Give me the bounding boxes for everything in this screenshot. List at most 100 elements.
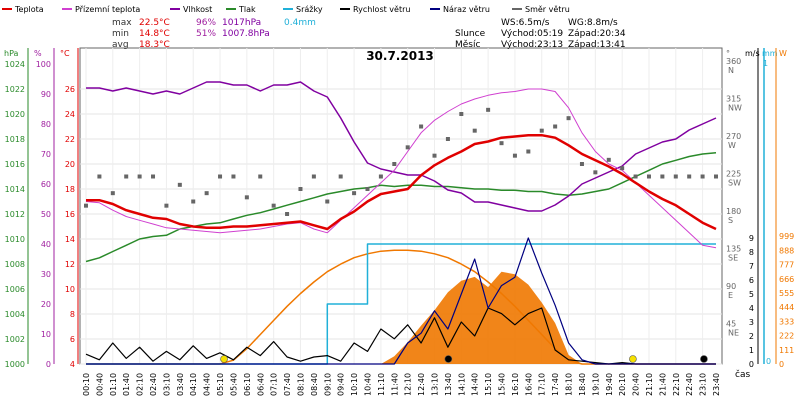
x-tick-44: 22:10: [672, 373, 681, 396]
axis-tick-pressure-0: 1000: [5, 360, 25, 369]
wind-dir-point-11: [231, 174, 236, 179]
stats-wg: WG:8.8m/s: [568, 18, 618, 28]
axis-tick-wind-dir-name-5: W: [728, 141, 736, 150]
wind-dir-point-35: [553, 124, 558, 129]
axis-tick-temperature-0: 4: [70, 360, 75, 369]
wind-dir-point-15: [285, 212, 290, 216]
axis-tick-pressure-1: 1002: [5, 335, 25, 344]
stats-max-temp: 22.5°C: [139, 18, 170, 28]
axis-tick-humidity-1: 10: [41, 330, 51, 339]
legend-label-3: Tlak: [238, 5, 256, 14]
axis-tick-wind-dir-name-6: NW: [728, 104, 742, 113]
sunset-marker: [629, 355, 637, 363]
chart-title: 30.7.2013: [366, 49, 434, 63]
axis-tick-solar-5: 555: [779, 289, 794, 298]
x-tick-29: 14:40: [471, 373, 480, 396]
x-tick-35: 17:40: [551, 373, 560, 396]
wind-dir-point-9: [204, 191, 209, 196]
x-axis-labels: 00:10 00:40 01:10 01:40 02:10 02:40 03:10 03:40…: [82, 373, 721, 396]
wind-dir-point-47: [714, 174, 718, 179]
x-tick-39: 19:40: [605, 373, 614, 396]
stats-moonset: Západ:13:41: [568, 40, 626, 50]
x-tick-11: 05:40: [229, 373, 238, 396]
stats-sun-label: Slunce: [455, 29, 486, 39]
axis-tick-wind-dir-deg-5: 270: [726, 132, 741, 141]
x-tick-37: 18:40: [578, 373, 587, 396]
solar-area-layer: [86, 271, 716, 364]
x-tick-7: 03:40: [176, 373, 185, 396]
axis-title-wind-speed: m/s: [745, 49, 760, 58]
axis-title-temperature: °C: [60, 49, 70, 58]
x-tick-33: 16:40: [524, 373, 533, 396]
stats-min-label: min: [112, 29, 129, 39]
axis-tick-wind-dir-name-3: S: [728, 216, 733, 225]
x-tick-42: 21:10: [645, 373, 654, 396]
wind-dir-point-14: [271, 203, 276, 208]
axis-tick-pressure-5: 1010: [5, 235, 25, 244]
axis-tick-wind-speed-8: 8: [749, 248, 754, 257]
axis-tick-temperature-3: 10: [65, 285, 75, 294]
wind-dir-point-38: [593, 170, 598, 175]
stats-min-press: 1007.8hPa: [222, 29, 270, 39]
legend-label-2: Vlhkost: [183, 5, 212, 14]
wind-dir-point-39: [606, 157, 611, 162]
wind-dir-point-37: [579, 162, 584, 166]
axis-tick-wind-speed-2: 2: [749, 332, 754, 341]
wind-dir-point-30: [486, 107, 491, 112]
axis-tick-humidity-0: 0: [46, 360, 51, 369]
x-tick-16: 08:10: [296, 373, 305, 396]
wind-dir-point-0: [84, 203, 88, 208]
x-tick-31: 15:40: [498, 373, 507, 396]
x-tick-21: 10:40: [363, 373, 372, 396]
axis-tick-temperature-10: 24: [65, 110, 75, 119]
axis-tick-wind-dir-deg-6: 315: [726, 95, 741, 104]
markers-layer: [220, 355, 708, 363]
x-tick-20: 10:10: [350, 373, 359, 396]
axis-tick-wind-dir-name-7: N: [728, 66, 734, 75]
axis-tick-temperature-7: 18: [65, 185, 75, 194]
wind-dir-point-3: [124, 174, 129, 179]
x-tick-10: 05:10: [216, 373, 225, 396]
x-tick-5: 02:40: [149, 373, 158, 396]
axis-tick-solar-9: 999: [779, 232, 794, 241]
axis-tick-wind-speed-1: 1: [749, 346, 754, 355]
wind-dir-point-46: [700, 174, 705, 179]
axis-tick-wind-speed-0: 0: [749, 360, 754, 369]
stats-max-hum: 96%: [196, 18, 216, 28]
axis-tick-wind-dir-deg-0: 45: [726, 320, 736, 329]
axis-tick-temperature-8: 20: [65, 160, 75, 169]
x-tick-13: 06:40: [256, 373, 265, 396]
x-tick-30: 15:10: [484, 373, 493, 396]
wind-dir-point-42: [646, 174, 651, 179]
axis-tick-temperature-11: 26: [65, 85, 75, 94]
axis-tick-pressure-6: 1012: [5, 210, 25, 219]
axis-tick-wind-dir-name-2: SE: [728, 254, 738, 263]
x-tick-1: 00:40: [95, 373, 104, 396]
axis-tick-humidity-6: 60: [41, 180, 51, 189]
axis-tick-temperature-2: 8: [70, 310, 75, 319]
axis-tick-wind-dir-deg-7: 360: [726, 57, 741, 66]
axis-tick-pressure-8: 1016: [5, 160, 25, 169]
legend-label-1: Přízemní teplota: [75, 5, 140, 14]
stats-max-rain: 0.4mm: [284, 18, 316, 28]
axis-tick-wind-speed-5: 5: [749, 290, 754, 299]
series-lines-layer: [85, 81, 717, 365]
wind-dir-point-19: [338, 174, 343, 179]
axis-tick-wind-dir-deg-1: 90: [726, 282, 736, 291]
series-line-5: [86, 81, 717, 212]
axis-tick-solar-7: 777: [779, 261, 794, 270]
axis-tick-pressure-12: 1024: [5, 60, 25, 69]
axis-tick-humidity-9: 90: [41, 90, 51, 99]
axis-tick-pressure-2: 1004: [5, 310, 25, 319]
axis-tick-wind-dir-name-1: E: [728, 291, 733, 300]
wind-dir-point-43: [660, 174, 665, 179]
stats-sunrise: Východ:05:19: [501, 29, 563, 39]
wind-dir-point-22: [378, 174, 383, 179]
axis-tick-humidity-4: 40: [41, 240, 51, 249]
x-tick-17: 08:40: [310, 373, 319, 396]
series-line-6: [85, 88, 717, 249]
wind-dir-point-36: [566, 116, 571, 121]
x-tick-26: 13:10: [431, 373, 440, 396]
axis-tick-temperature-1: 6: [70, 335, 75, 344]
